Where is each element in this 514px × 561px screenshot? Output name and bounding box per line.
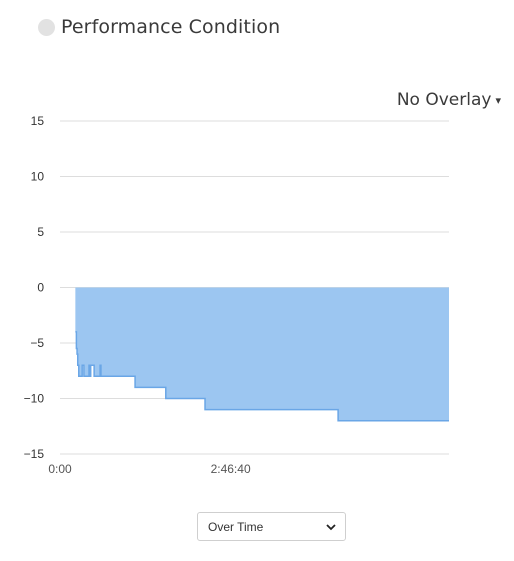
chevron-down-icon xyxy=(326,523,336,530)
y-tick-label: −10 xyxy=(24,392,45,406)
y-tick-label: 5 xyxy=(37,225,44,239)
view-select-value: Over Time xyxy=(208,519,264,534)
y-tick-label: 0 xyxy=(37,281,44,295)
series-line xyxy=(75,331,449,422)
status-dot-icon xyxy=(38,18,55,36)
overlay-label: No Overlay xyxy=(396,90,492,110)
panel-title: Performance Condition xyxy=(61,16,281,38)
performance-chart: 15 10 5 0 −5 −10 −150:00 2:46:40 xyxy=(24,114,450,476)
caret-down-icon: ▾ xyxy=(495,93,501,107)
y-tick-label: 10 xyxy=(31,170,45,184)
series-area xyxy=(75,287,450,421)
x-tick-label: 2:46:40 xyxy=(211,462,251,476)
y-tick-label: −15 xyxy=(24,447,45,461)
view-select[interactable]: Over Time xyxy=(197,512,346,541)
y-tick-label: −5 xyxy=(30,336,44,350)
y-tick-label: 15 xyxy=(31,114,45,128)
x-tick-label: 0:00 xyxy=(48,462,72,476)
panel-header: Performance Condition xyxy=(38,16,280,38)
overlay-dropdown[interactable]: No Overlay ▾ xyxy=(397,90,501,110)
